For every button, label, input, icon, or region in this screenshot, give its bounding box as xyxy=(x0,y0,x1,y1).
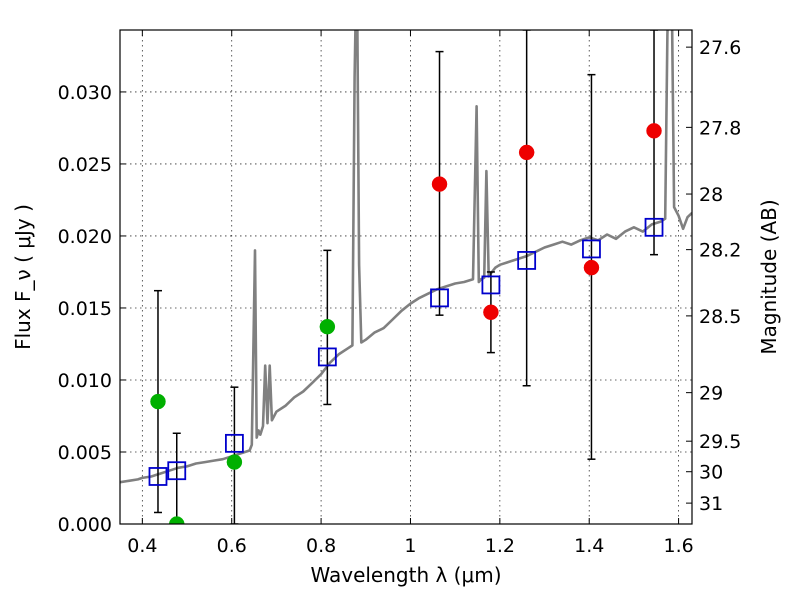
y-tick-label: 0.025 xyxy=(58,154,112,176)
model-square xyxy=(148,467,168,486)
y-tick-label: 0.030 xyxy=(58,82,112,104)
green-data-point xyxy=(226,454,243,470)
y2-tick-label: 29 xyxy=(699,383,723,405)
y-axis-label: Flux F_ν ( μJy ) xyxy=(11,204,35,350)
red-data-point xyxy=(646,123,662,139)
plot-frame xyxy=(119,29,693,525)
x-tick-label: 1.2 xyxy=(485,535,515,557)
green-data-point xyxy=(169,516,185,524)
y-tick-label: 0.020 xyxy=(58,226,112,248)
green-data-point xyxy=(319,318,336,335)
x-tick-label: 1 xyxy=(404,535,416,557)
model-square xyxy=(582,239,601,259)
x-tick-label: 1.4 xyxy=(574,535,604,557)
x-tick-label: 0.8 xyxy=(306,535,336,557)
x-tick-label: 0.4 xyxy=(127,535,157,557)
model-square xyxy=(224,433,244,453)
y2-tick-label: 29.5 xyxy=(699,431,741,453)
y2-tick-label: 28 xyxy=(699,184,723,206)
y2-tick-label: 27.8 xyxy=(699,117,741,139)
x-axis-label: Wavelength λ (μm) xyxy=(310,563,501,587)
plot-background xyxy=(120,30,692,524)
y2-tick-label: 30 xyxy=(699,462,723,484)
y-tick-label: 0.010 xyxy=(58,370,112,392)
x-tick-label: 1.6 xyxy=(663,535,693,557)
red-data-point xyxy=(518,144,535,161)
y2-tick-label: 28.5 xyxy=(699,306,741,328)
y-tick-label: 0.005 xyxy=(58,442,112,464)
data-layer xyxy=(120,30,692,524)
spectrum-line xyxy=(120,30,692,484)
x-tick-label: 0.6 xyxy=(217,535,247,557)
red-data-point xyxy=(583,259,600,276)
y2-tick-label: 28.2 xyxy=(699,240,741,262)
red-data-point xyxy=(483,304,499,321)
y-tick-label: 0.000 xyxy=(58,514,112,536)
red-data-point xyxy=(431,176,448,192)
model-square xyxy=(430,288,449,308)
model-square xyxy=(481,275,501,295)
ticks: 0.4 0.6 0.8 1 1.2 1.4 1.6 0.000 0.005 0.010 0.015 0… xyxy=(58,30,741,557)
model-square xyxy=(317,347,337,367)
model-square xyxy=(644,217,664,237)
y2-tick-label: 27.6 xyxy=(699,37,741,59)
y-tick-label: 0.015 xyxy=(58,298,112,320)
y2-tick-label: 31 xyxy=(699,493,723,515)
model-square xyxy=(167,461,187,481)
model-square xyxy=(517,251,537,270)
green-data-point xyxy=(150,393,166,410)
y2-axis-label: Magnitude (AB) xyxy=(757,199,781,354)
